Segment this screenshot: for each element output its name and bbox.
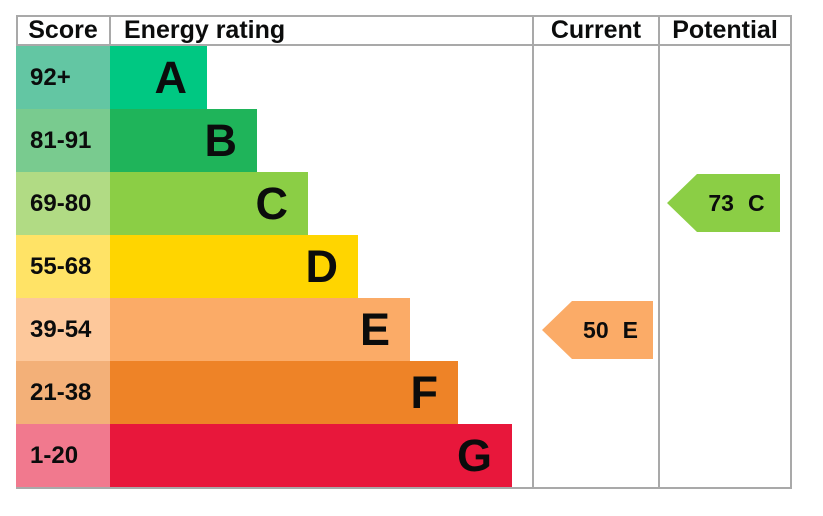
potential-arrow: 73 C — [667, 174, 780, 232]
potential-column-divider — [658, 15, 660, 489]
score-range-cell: 1-20 — [16, 424, 110, 487]
rating-bar: A — [110, 46, 207, 109]
score-column-header: Score — [28, 16, 98, 44]
rating-letter: A — [154, 52, 188, 103]
score-range-cell: 81-91 — [16, 109, 110, 172]
band-row-a: 92+ A — [16, 46, 512, 109]
band-row-d: 55-68 D — [16, 235, 512, 298]
rating-bar: D — [110, 235, 358, 298]
band-row-g: 1-20 G — [16, 424, 512, 487]
potential-band-letter: C — [747, 189, 765, 216]
band-row-e: 39-54 E — [16, 298, 512, 361]
rating-bar: E — [110, 298, 410, 361]
band-row-b: 81-91 B — [16, 109, 512, 172]
score-range-cell: 92+ — [16, 46, 110, 109]
rating-letter: E — [359, 304, 390, 355]
rating-bar: B — [110, 109, 257, 172]
score-column-divider — [109, 15, 111, 46]
table-top-border — [16, 15, 792, 17]
score-range-cell: 69-80 — [16, 172, 110, 235]
rating-letter: C — [255, 178, 289, 229]
table-left-border — [16, 15, 18, 46]
table-bottom-border — [16, 487, 792, 489]
rating-bands: 92+ A 81-91 B 69-80 C 55-68 D 39-54 E 21… — [16, 46, 512, 487]
energy-rating-column-header: Energy rating — [124, 16, 286, 44]
rating-letter: F — [410, 367, 439, 418]
current-band-letter: E — [622, 316, 638, 343]
band-row-c: 69-80 C — [16, 172, 512, 235]
current-score: 50 — [583, 316, 609, 343]
rating-bar: G — [110, 424, 512, 487]
table-right-border — [790, 15, 792, 489]
score-range-cell: 21-38 — [16, 361, 110, 424]
score-range-cell: 55-68 — [16, 235, 110, 298]
header-divider — [16, 44, 792, 46]
rating-bar: F — [110, 361, 458, 424]
current-column-header: Current — [550, 16, 642, 44]
current-arrow: 50 E — [542, 301, 653, 359]
rating-letter: G — [456, 430, 492, 481]
current-column-divider — [532, 15, 534, 489]
score-range-cell: 39-54 — [16, 298, 110, 361]
potential-column-header: Potential — [672, 16, 778, 44]
rating-letter: D — [305, 241, 339, 292]
rating-bar: C — [110, 172, 308, 235]
potential-score: 73 — [708, 189, 734, 216]
rating-letter: B — [204, 115, 238, 166]
band-row-f: 21-38 F — [16, 361, 512, 424]
